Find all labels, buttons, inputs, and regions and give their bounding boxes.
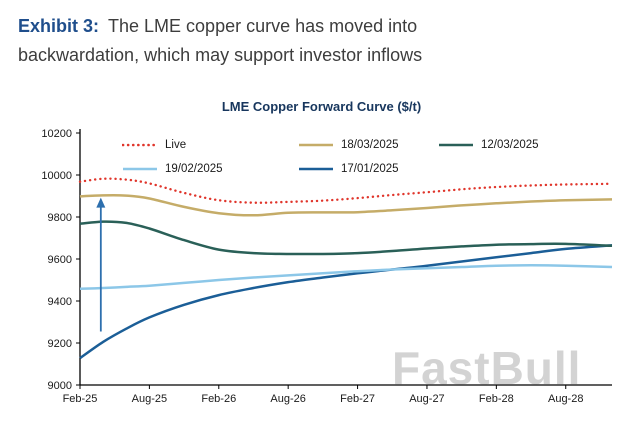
- x-axis-labels: Feb-25 Aug-25 Feb-26 Aug-26 Feb-27 Aug-27 Feb-…: [63, 393, 584, 405]
- y-tick-label: 9600: [48, 254, 72, 266]
- legend-label: 18/03/2025: [341, 139, 399, 151]
- backwardation-arrow: [96, 197, 106, 332]
- legend-swatch-17-01-2025: [299, 167, 333, 171]
- x-tick-label: Aug-28: [548, 393, 583, 405]
- y-axis-labels: 9000 9200 9400 9600 9800 10000 10200: [41, 128, 72, 392]
- series-line-live: [78, 177, 614, 204]
- legend-label: 12/03/2025: [481, 139, 539, 151]
- chart-title: LME Copper Forward Curve ($/t): [221, 99, 422, 114]
- x-tick-label: Feb-25: [63, 393, 98, 405]
- x-tick-label: Aug-25: [132, 393, 167, 405]
- series-line-12-03-2025: [79, 220, 613, 256]
- y-tick-label: 10200: [41, 128, 72, 140]
- legend-item-18-03-2025: 18/03/2025: [298, 138, 438, 152]
- exhibit-header: Exhibit 3: The LME copper curve has moved…: [18, 12, 422, 70]
- axes: [76, 129, 612, 389]
- legend-label: 17/01/2025: [341, 163, 399, 175]
- x-tick-label: Feb-28: [479, 393, 514, 405]
- legend-label: Live: [165, 139, 187, 151]
- legend-item-17-01-2025: 17/01/2025: [298, 162, 438, 176]
- legend-swatch-12-03-2025: [439, 143, 473, 147]
- exhibit-label: Exhibit 3:: [18, 16, 100, 36]
- y-tick-label: 10000: [41, 170, 72, 182]
- chart-legend: Live 18/03/2025 12/03/2025 19/02/2025 17/01/…: [122, 138, 539, 176]
- headline-line1: The LME copper curve has moved into: [108, 16, 418, 36]
- legend-item-live: Live: [122, 138, 298, 152]
- legend-item-12-03-2025: 12/03/2025: [438, 138, 539, 152]
- series-line-18-03-2025: [79, 193, 613, 217]
- series-line-19-02-2025: [79, 264, 613, 291]
- y-tick-label: 9200: [48, 338, 72, 350]
- legend-swatch-19-02-2025: [123, 167, 157, 171]
- x-tick-label: Aug-26: [270, 393, 305, 405]
- x-tick-label: Feb-27: [340, 393, 375, 405]
- x-tick-label: Feb-26: [201, 393, 236, 405]
- legend-swatch-live: [122, 143, 158, 147]
- y-tick-label: 9000: [48, 380, 72, 392]
- x-tick-label: Aug-27: [409, 393, 444, 405]
- legend-label: 19/02/2025: [165, 163, 223, 175]
- headline-line2: backwardation, which may support investo…: [18, 45, 423, 65]
- legend-item-19-02-2025: 19/02/2025: [122, 162, 298, 176]
- y-tick-label: 9400: [48, 296, 72, 308]
- series-line-17-01-2025: [79, 244, 613, 360]
- y-tick-label: 9800: [48, 212, 72, 224]
- legend-swatch-18-03-2025: [299, 143, 333, 147]
